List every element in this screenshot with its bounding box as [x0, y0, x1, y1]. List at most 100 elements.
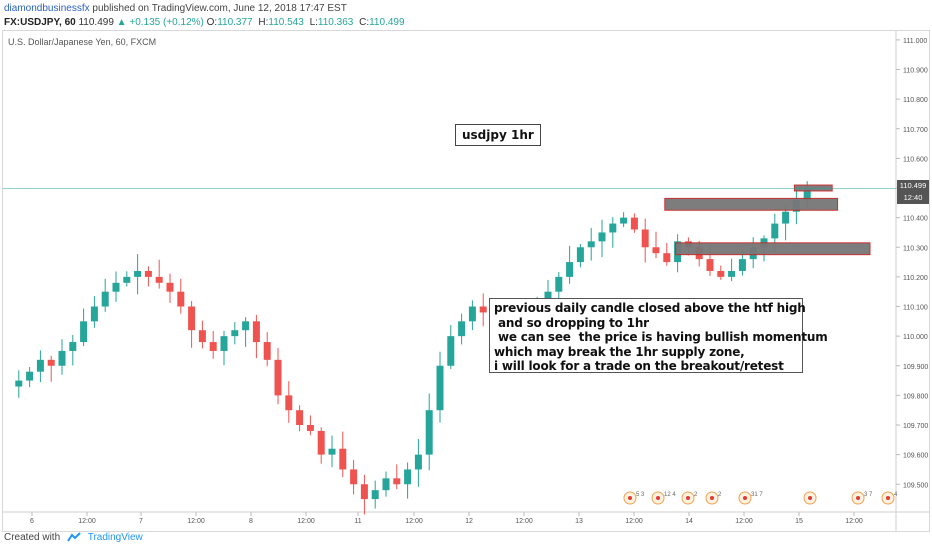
candle-bear[interactable]: [166, 282, 174, 292]
symbol-label[interactable]: FX:USDJPY, 60: [4, 17, 76, 28]
supply-zone-box[interactable]: [664, 197, 839, 211]
candle-bull[interactable]: [447, 336, 455, 366]
candle-bear[interactable]: [339, 448, 347, 470]
candle-bull[interactable]: [782, 211, 790, 224]
event-count: 4: [894, 492, 898, 498]
candle-bear[interactable]: [285, 395, 293, 411]
chart-header: diamondbusinessfx published on TradingVi…: [0, 0, 932, 30]
time-tick-label: 12: [465, 518, 473, 525]
high-value: 110.543: [268, 17, 304, 28]
high-label: H:: [258, 17, 269, 28]
candle-bear[interactable]: [350, 469, 358, 485]
candle-bull[interactable]: [609, 223, 617, 233]
candle-bear[interactable]: [306, 425, 314, 431]
candle-bull[interactable]: [576, 247, 584, 263]
time-tick-label: 12:00: [187, 518, 205, 525]
candle-bull[interactable]: [242, 321, 250, 331]
candle-bear[interactable]: [252, 321, 260, 343]
author-link[interactable]: diamondbusinessfx: [4, 3, 90, 14]
candle-bull[interactable]: [58, 350, 66, 366]
candle-bull[interactable]: [101, 291, 109, 307]
candle-bull[interactable]: [220, 336, 228, 351]
candle-bull[interactable]: [425, 410, 433, 455]
time-tick-label: 12:00: [735, 518, 753, 525]
candle-bull[interactable]: [382, 478, 390, 491]
footer-brand[interactable]: TradingView: [87, 532, 143, 543]
tradingview-logo-icon: [67, 532, 81, 542]
candle-bull[interactable]: [468, 306, 476, 322]
time-tick-label: 15: [795, 518, 803, 525]
candle-bear[interactable]: [155, 276, 163, 283]
candle-bull[interactable]: [231, 330, 239, 337]
candle-bear[interactable]: [630, 217, 638, 230]
candle-bull[interactable]: [90, 306, 98, 322]
candle-bull[interactable]: [620, 217, 628, 224]
candle-bull[interactable]: [36, 359, 44, 372]
annotation-note[interactable]: previous daily candle closed above the h…: [489, 298, 828, 373]
candle-bear[interactable]: [263, 342, 271, 360]
supply-zone-box[interactable]: [675, 242, 871, 256]
candle-bull[interactable]: [414, 454, 422, 470]
candle-bear[interactable]: [198, 330, 206, 343]
candle-bear[interactable]: [717, 270, 725, 277]
chart-frame[interactable]: [2, 30, 930, 532]
candle-bull[interactable]: [69, 342, 77, 351]
candle-bull[interactable]: [587, 241, 595, 248]
candle-bear[interactable]: [209, 342, 217, 351]
event-dot-icon: [628, 496, 632, 500]
candle-bear[interactable]: [317, 430, 325, 455]
candle-bull[interactable]: [404, 469, 412, 485]
candle-bear[interactable]: [706, 259, 714, 271]
time-tick-label: 6: [30, 518, 34, 525]
candle-bear[interactable]: [47, 359, 55, 366]
candle-bull[interactable]: [15, 380, 23, 387]
candle-bear[interactable]: [296, 410, 304, 426]
candle-bear[interactable]: [144, 270, 152, 277]
candle-bull[interactable]: [134, 270, 142, 277]
price-tick-label: 109.800: [903, 393, 928, 400]
time-tick-label: 12:00: [845, 518, 863, 525]
candle-bear[interactable]: [188, 306, 196, 331]
candle-bull[interactable]: [458, 321, 466, 337]
candle-bear[interactable]: [663, 253, 671, 263]
low-label: L:: [309, 17, 318, 28]
price-tick-label: 110.700: [903, 127, 928, 134]
candle-bull[interactable]: [328, 448, 336, 455]
time-tick-label: 7: [139, 518, 143, 525]
candle-bull[interactable]: [555, 276, 563, 292]
candle-bear[interactable]: [641, 229, 649, 248]
time-tick-label: 12:00: [297, 518, 315, 525]
last-price-badge: 110.499: [897, 180, 929, 192]
annotation-title[interactable]: usdjpy 1hr: [455, 124, 541, 146]
candle-bull[interactable]: [728, 270, 736, 277]
close-label: C:: [359, 17, 370, 28]
candle-bear[interactable]: [479, 306, 487, 313]
candle-bull[interactable]: [26, 371, 34, 381]
event-count: 5 3: [636, 492, 645, 498]
event-dot-icon: [656, 496, 660, 500]
candle-bull[interactable]: [598, 232, 606, 242]
candle-bear[interactable]: [393, 478, 401, 485]
event-dot-icon: [710, 496, 714, 500]
candle-bear[interactable]: [274, 359, 282, 396]
price-tick-label: 110.900: [903, 68, 928, 75]
candle-bull[interactable]: [123, 276, 131, 283]
candle-bull[interactable]: [436, 365, 444, 411]
candle-bear[interactable]: [177, 291, 185, 307]
candle-bull[interactable]: [738, 259, 746, 271]
candle-bull[interactable]: [80, 321, 88, 343]
time-tick-label: 13: [575, 518, 583, 525]
candle-bull[interactable]: [566, 262, 574, 277]
candle-bear[interactable]: [652, 247, 660, 254]
candle-bull[interactable]: [771, 223, 779, 239]
candle-bear[interactable]: [360, 484, 368, 500]
candle-bull[interactable]: [803, 188, 811, 200]
time-tick-label: 12:00: [405, 518, 423, 525]
time-tick-label: 8: [249, 518, 253, 525]
event-count: 2: [718, 492, 722, 498]
event-count: 2: [694, 492, 698, 498]
candle-bull[interactable]: [112, 282, 120, 292]
candle-bull[interactable]: [371, 490, 379, 500]
price-tick-label: 110.400: [903, 216, 928, 223]
